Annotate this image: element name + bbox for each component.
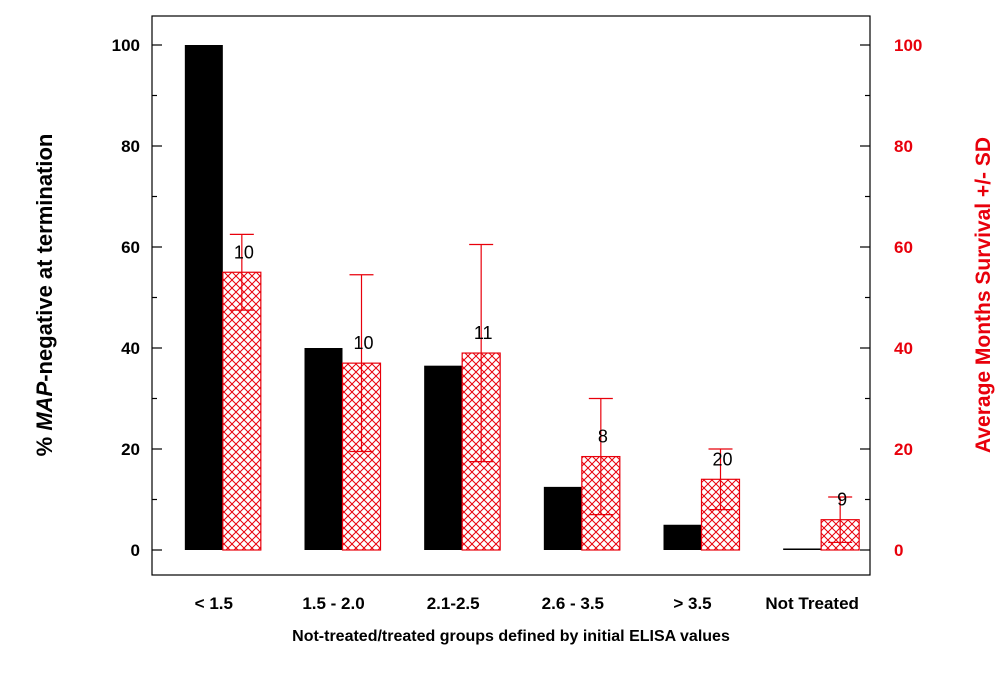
bar-series1 — [304, 348, 343, 550]
bars: 10 10 11 8 20 9 — [184, 45, 860, 551]
y-tick-label: 40 — [121, 339, 140, 358]
bar-annotation: 10 — [234, 242, 254, 262]
x-tick-label: 2.1-2.5 — [427, 594, 480, 613]
bar-series1 — [783, 548, 822, 550]
y2-tick-label: 100 — [894, 36, 922, 55]
y-axis-title-suffix: -negative at termination — [32, 134, 57, 382]
right-axis: 0 20 40 60 80 100 — [860, 36, 922, 560]
bar-annotation: 20 — [712, 449, 732, 469]
y-axis-title-italic: MAP — [32, 381, 57, 430]
y2-tick-label: 40 — [894, 339, 913, 358]
plot-frame — [151, 15, 871, 576]
y-tick-label: 20 — [121, 440, 140, 459]
y2-tick-label: 80 — [894, 137, 913, 156]
bar-series1 — [663, 524, 702, 550]
y2-tick-label: 60 — [894, 238, 913, 257]
y-tick-label: 60 — [121, 238, 140, 257]
bar-annotation: 10 — [353, 333, 373, 353]
x-tick-label: > 3.5 — [673, 594, 711, 613]
x-axis-title: Not-treated/treated groups defined by in… — [292, 628, 730, 645]
bar-annotation: 9 — [837, 490, 847, 510]
x-axis: < 1.5 1.5 - 2.0 2.1-2.5 2.6 - 3.5 > 3.5 Not T… — [195, 594, 859, 613]
y2-axis-title: Average Months Survival +/- SD — [972, 137, 995, 453]
x-tick-label: < 1.5 — [195, 594, 233, 613]
bar-series1 — [184, 45, 223, 550]
y2-tick-label: 0 — [894, 541, 903, 560]
x-tick-label: Not Treated — [765, 594, 859, 613]
bar-series1 — [543, 486, 582, 550]
left-axis: 0 20 40 60 80 100 — [112, 36, 162, 560]
y-axis-title-prefix: % — [32, 431, 57, 457]
y-tick-label: 80 — [121, 137, 140, 156]
bar-annotation: 11 — [474, 323, 493, 343]
bar-annotation: 8 — [598, 427, 608, 447]
y-tick-label: 0 — [131, 541, 140, 560]
y-tick-label: 100 — [112, 36, 140, 55]
x-tick-label: 2.6 - 3.5 — [542, 594, 604, 613]
y-axis-title: % MAP-negative at termination — [32, 134, 57, 457]
y2-tick-label: 20 — [894, 440, 913, 459]
bar-series1 — [424, 365, 463, 550]
bar-series2 — [222, 271, 262, 551]
x-tick-label: 1.5 - 2.0 — [302, 594, 364, 613]
